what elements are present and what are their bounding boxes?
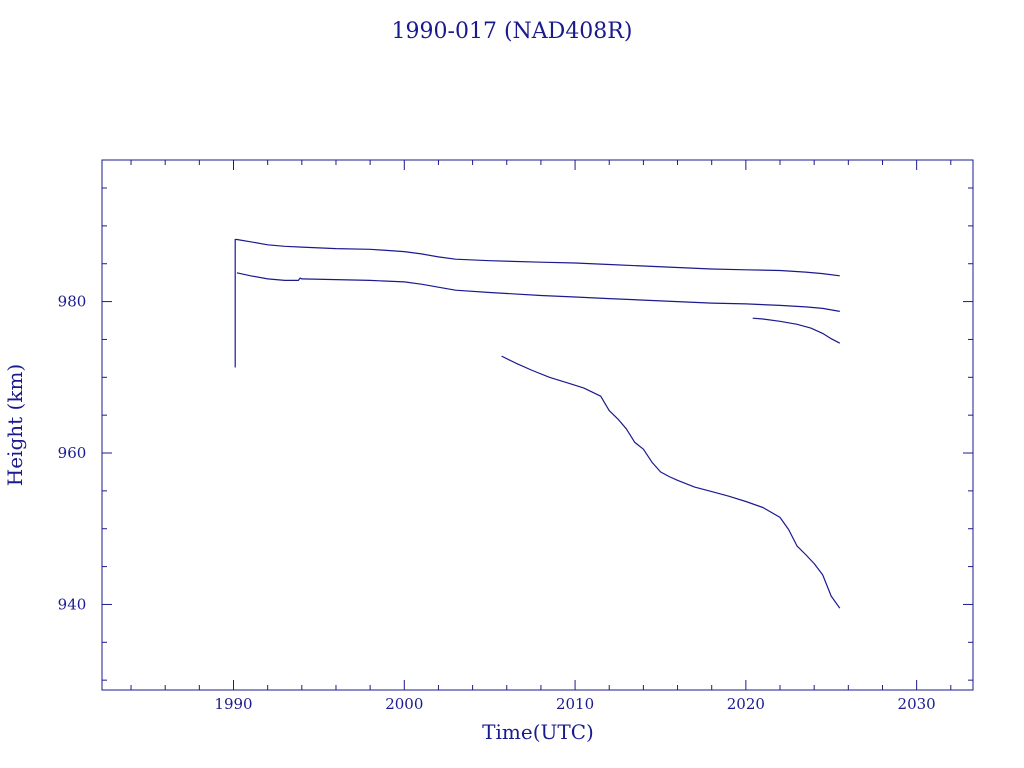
series-line-1	[234, 238, 840, 368]
plot-frame	[101, 159, 974, 691]
axes: 1990 2000 2010 2020 2030 940 960 980	[58, 159, 974, 713]
series-line-3	[752, 317, 841, 344]
y-tick-label: 980	[58, 293, 87, 311]
x-tick-label: 2000	[385, 695, 423, 713]
y-tick-label: 960	[58, 444, 87, 462]
chart-title: 1990-017 (NAD408R)	[392, 19, 633, 44]
x-tick-label: 1990	[214, 695, 252, 713]
series-lines	[234, 238, 841, 609]
series-line-2	[236, 272, 840, 312]
x-axis-label: Time(UTC)	[482, 720, 594, 744]
x-tick-label: 2020	[727, 695, 765, 713]
y-tick-label: 940	[58, 595, 87, 613]
x-tick-label: 2030	[898, 695, 936, 713]
y-axis-label: Height (km)	[3, 364, 27, 486]
x-tick-label: 2010	[556, 695, 594, 713]
series-line-4	[501, 355, 841, 609]
